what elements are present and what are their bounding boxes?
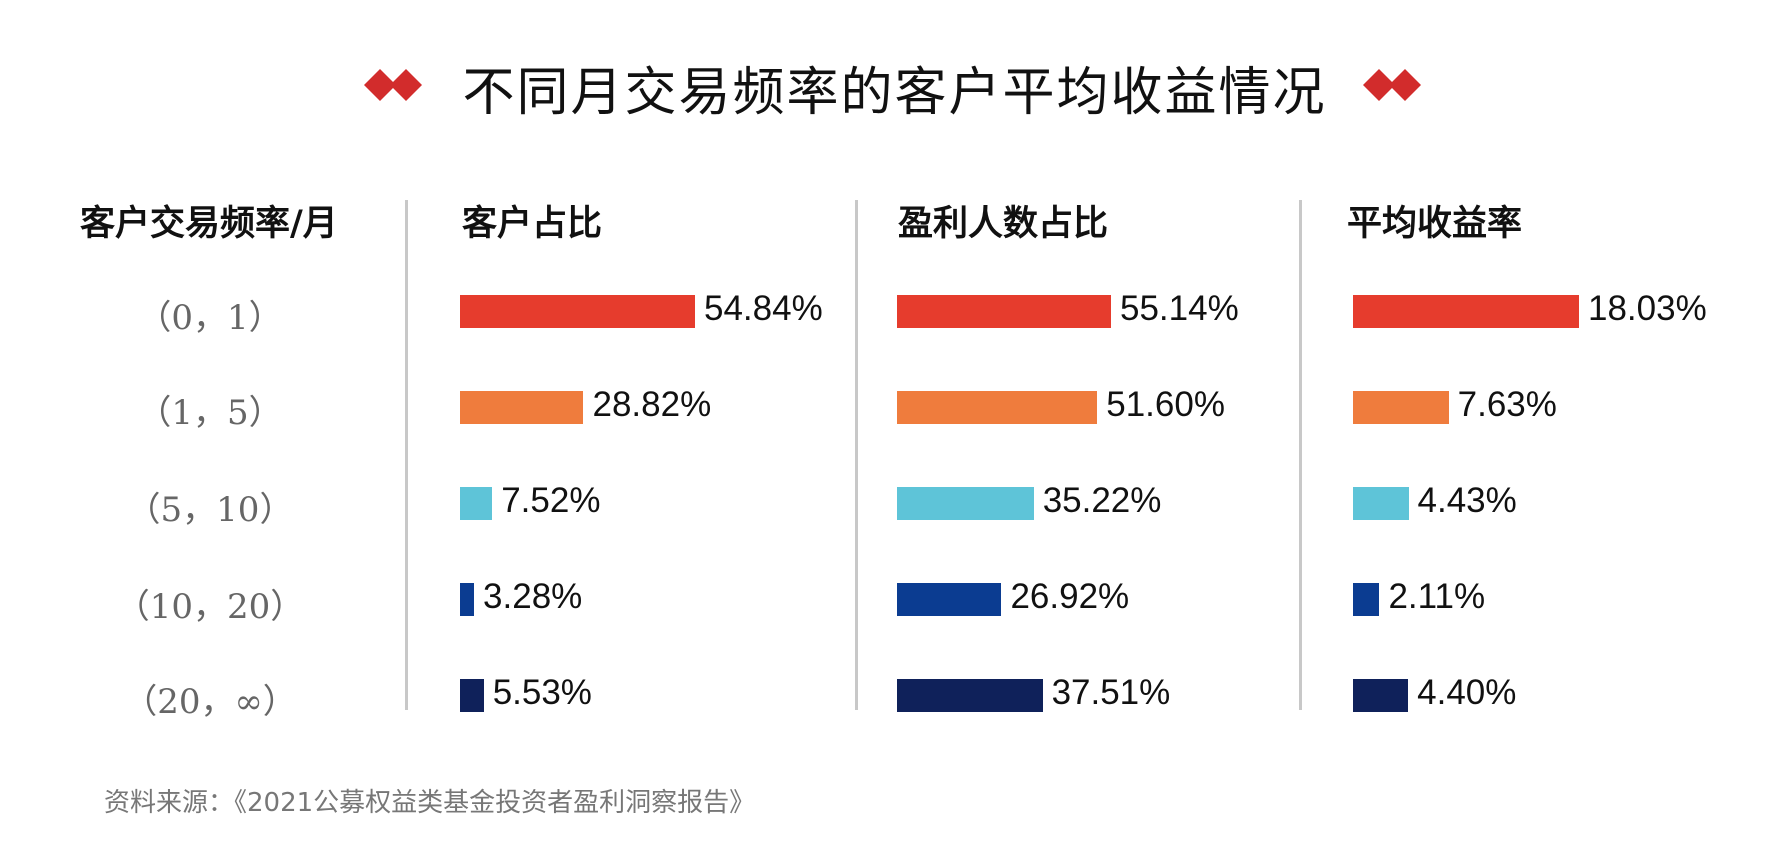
- bar: [460, 678, 484, 712]
- value-label: 3.28%: [483, 577, 583, 616]
- column-divider: [1299, 200, 1302, 710]
- value-label: 7.52%: [501, 481, 601, 520]
- bar: [460, 582, 475, 616]
- bar: [460, 486, 493, 520]
- value-label: 55.14%: [1120, 289, 1239, 328]
- value-label: 26.92%: [1010, 577, 1130, 616]
- bar: [1353, 486, 1409, 520]
- bar: [897, 294, 1111, 328]
- value-label: 51.60%: [1106, 385, 1225, 424]
- bar: [1353, 390, 1449, 424]
- series-header-avg-return: 平均收益率: [1347, 204, 1523, 244]
- value-label: 7.63%: [1457, 385, 1557, 424]
- value-label: 28.82%: [592, 385, 712, 424]
- bar: [460, 390, 584, 424]
- bar: [897, 678, 1043, 712]
- bar: [460, 294, 695, 328]
- diamond-decoration-right-icon: [1362, 69, 1421, 101]
- value-label: 18.03%: [1588, 289, 1707, 328]
- row-header: 客户交易频率/月: [80, 204, 338, 244]
- diamond-decoration-left-icon: [364, 69, 423, 101]
- value-label: 4.40%: [1417, 673, 1517, 712]
- bar: [1353, 678, 1409, 712]
- value-label: 5.53%: [492, 673, 592, 712]
- value-label: 2.11%: [1388, 577, 1486, 616]
- category-label: （5，10）: [126, 490, 294, 530]
- series-header-profitable-share: 盈利人数占比: [898, 204, 1109, 244]
- category-label: （1，5）: [137, 393, 283, 433]
- value-label: 4.43%: [1417, 481, 1517, 520]
- bar: [1353, 294, 1579, 328]
- bar: [1353, 582, 1380, 616]
- source-note: 资料来源：《2021公募权益类基金投资者盈利洞察报告》: [104, 788, 756, 818]
- category-label: （20，∞）: [123, 682, 297, 722]
- title-row: 不同月交易频率的客户平均收益情况: [0, 52, 1789, 123]
- value-label: 35.22%: [1042, 481, 1162, 520]
- bar: [897, 486, 1034, 520]
- series-header-customer-share: 客户占比: [462, 204, 603, 244]
- column-divider: [855, 200, 858, 710]
- value-label: 54.84%: [704, 289, 823, 328]
- chart-title: 不同月交易频率的客户平均收益情况: [462, 62, 1327, 123]
- value-label: 37.51%: [1051, 673, 1171, 712]
- column-divider: [405, 200, 408, 710]
- category-label: （0，1）: [137, 298, 283, 338]
- bar: [897, 582, 1002, 616]
- category-label: （10，20）: [115, 587, 305, 627]
- bar: [897, 390, 1098, 424]
